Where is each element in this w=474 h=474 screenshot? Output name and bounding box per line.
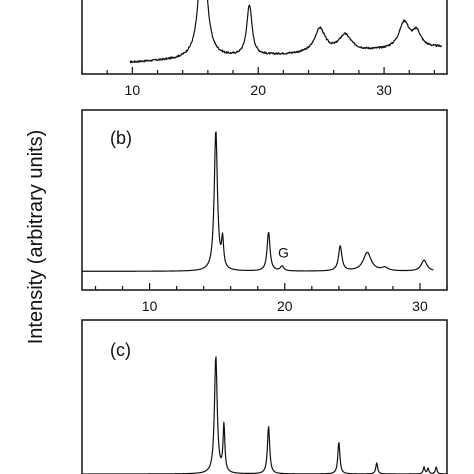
- panel-2: 10 20 30 (b) G: [81, 109, 448, 314]
- x-tick-label: 10: [125, 82, 141, 98]
- panel-3: (c): [81, 319, 448, 474]
- diffraction-trace: [81, 131, 434, 272]
- diffraction-trace: [81, 356, 448, 474]
- panel-label: (b): [110, 128, 132, 148]
- x-tick-label: 20: [250, 82, 266, 98]
- x-tick-label: 20: [277, 298, 293, 314]
- panel-frame: [81, 0, 448, 75]
- x-tick-label: 10: [142, 298, 158, 314]
- y-axis-label: Intensity (arbitrary units): [25, 130, 47, 345]
- x-tick-label: 30: [412, 298, 428, 314]
- panel-frame: [81, 109, 448, 291]
- x-tick-label: 30: [376, 82, 392, 98]
- panel-frame: [81, 319, 448, 474]
- panel-label: (c): [110, 340, 131, 360]
- diffraction-trace: [129, 0, 443, 64]
- panel-1: 10 20 30: [81, 0, 448, 98]
- peak-annotation: G: [278, 244, 289, 260]
